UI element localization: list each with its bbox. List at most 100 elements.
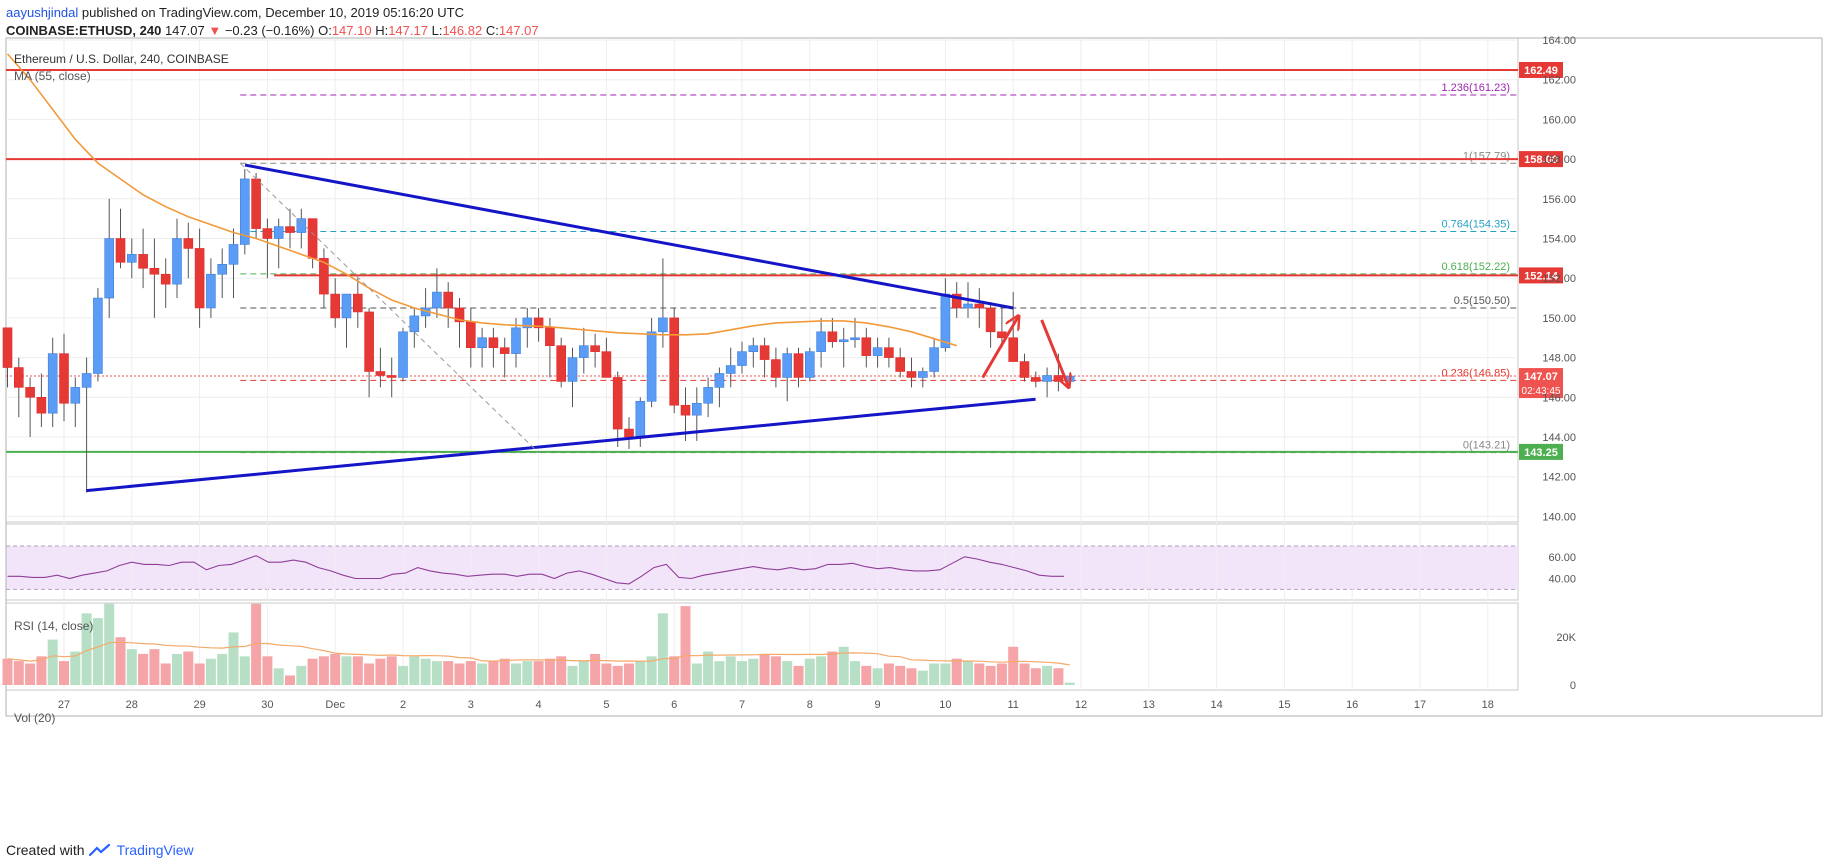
- price-tick-label: 162.00: [1542, 75, 1576, 87]
- volume-bar: [409, 656, 420, 685]
- candle-body: [149, 267, 160, 275]
- time-tick-label: 18: [1482, 699, 1494, 711]
- volume-bar: [951, 658, 962, 685]
- publish-info: published on TradingView.com, December 1…: [81, 5, 464, 20]
- candlestick: [511, 317, 521, 368]
- candle-body: [398, 331, 408, 378]
- low-value: 146.82: [442, 23, 483, 38]
- volume-bar: [138, 653, 149, 685]
- time-tick-label: 17: [1414, 699, 1426, 711]
- ascending-trendline: [86, 397, 1036, 493]
- volume-bar: [748, 658, 759, 685]
- candlestick: [160, 258, 171, 308]
- candle-body: [838, 339, 849, 343]
- candlestick: [771, 347, 781, 388]
- footer: Created with TradingView: [6, 842, 194, 858]
- volume-bar: [205, 658, 216, 685]
- volume-bar: [81, 613, 92, 685]
- volume-bar: [398, 665, 409, 685]
- ohlc-line: COINBASE:ETHUSD, 240 147.07 ▼ −0.23 (−0.…: [6, 22, 539, 40]
- candle-body: [692, 402, 702, 416]
- fib-level-label: 0.5(150.50): [1454, 295, 1510, 307]
- price-tick-label: 158.00: [1542, 154, 1576, 166]
- price-change: −0.23 (−0.16%): [224, 23, 315, 38]
- candle-body: [861, 337, 872, 356]
- volume-bar: [511, 663, 522, 685]
- volume-bar: [567, 665, 578, 685]
- tradingview-link[interactable]: TradingView: [116, 842, 194, 858]
- candlestick: [398, 327, 408, 382]
- low-label: L:: [431, 23, 443, 38]
- volume-bar: [895, 665, 906, 685]
- volume-bar: [431, 661, 442, 685]
- volume-bar: [759, 653, 770, 685]
- time-tick-label: 3: [468, 699, 474, 711]
- candle-body: [590, 345, 600, 352]
- price-tick-label: 156.00: [1542, 194, 1576, 206]
- candle-body: [217, 264, 228, 275]
- volume-bar: [827, 651, 838, 685]
- candlestick: [951, 282, 962, 318]
- candlestick: [217, 248, 228, 299]
- candle-body: [522, 317, 533, 329]
- tradingview-logo-icon: [88, 844, 110, 856]
- volume-bar: [499, 658, 510, 685]
- volume-bar: [556, 656, 567, 685]
- candle-body: [127, 254, 137, 263]
- volume-bar: [330, 653, 341, 685]
- time-tick-label: 8: [807, 699, 813, 711]
- candle-body: [228, 244, 239, 265]
- volume-bar: [544, 658, 555, 685]
- candlestick: [805, 347, 815, 382]
- candle-body: [443, 291, 454, 309]
- volume-bar: [1008, 646, 1019, 685]
- candle-body: [1042, 375, 1052, 382]
- candlestick: [658, 258, 668, 348]
- candle-body: [1008, 337, 1019, 362]
- candlestick: [432, 268, 442, 318]
- candlestick: [240, 169, 250, 255]
- current-price-tag: [1519, 368, 1563, 399]
- volume-bar: [454, 663, 465, 685]
- candlestick: [194, 228, 205, 328]
- candlestick: [612, 371, 623, 447]
- candlestick: [14, 357, 24, 418]
- volume-bar: [341, 656, 352, 685]
- candlestick: [974, 288, 985, 328]
- candle-body: [1019, 361, 1030, 378]
- candlestick: [714, 367, 725, 408]
- candle-body: [194, 248, 205, 309]
- time-tick-label: 10: [939, 699, 951, 711]
- candle-body: [963, 303, 973, 309]
- candle-body: [104, 238, 115, 299]
- candle-body: [93, 297, 103, 374]
- candlestick: [285, 208, 295, 249]
- candle-body: [432, 291, 442, 309]
- candle-body: [386, 375, 397, 378]
- high-value: 147.17: [388, 23, 428, 38]
- resistance-price-label: 158.00: [1524, 154, 1558, 166]
- candle-body: [138, 254, 148, 269]
- author-link[interactable]: aayushjindal: [6, 5, 79, 20]
- last-price: 147.07: [164, 23, 205, 38]
- volume-bar: [273, 668, 284, 685]
- volume-bar: [669, 656, 680, 685]
- candle-body: [985, 307, 996, 333]
- volume-bar: [816, 656, 827, 685]
- volume-bar: [737, 661, 748, 685]
- candle-body: [646, 331, 657, 402]
- candle-body: [884, 347, 894, 358]
- volume-bar: [1042, 665, 1053, 685]
- volume-bar: [285, 675, 296, 685]
- volume-bar: [1019, 663, 1030, 685]
- candlestick: [386, 357, 397, 398]
- volume-bar: [488, 661, 499, 685]
- candle-body: [115, 238, 126, 263]
- candle-body: [974, 303, 985, 309]
- volume-legend: Vol (20): [14, 711, 55, 725]
- volume-bar: [635, 661, 646, 685]
- candle-body: [409, 315, 420, 333]
- instrument-title: Ethereum / U.S. Dollar, 240, COINBASE: [14, 52, 229, 66]
- volume-bar: [782, 661, 793, 685]
